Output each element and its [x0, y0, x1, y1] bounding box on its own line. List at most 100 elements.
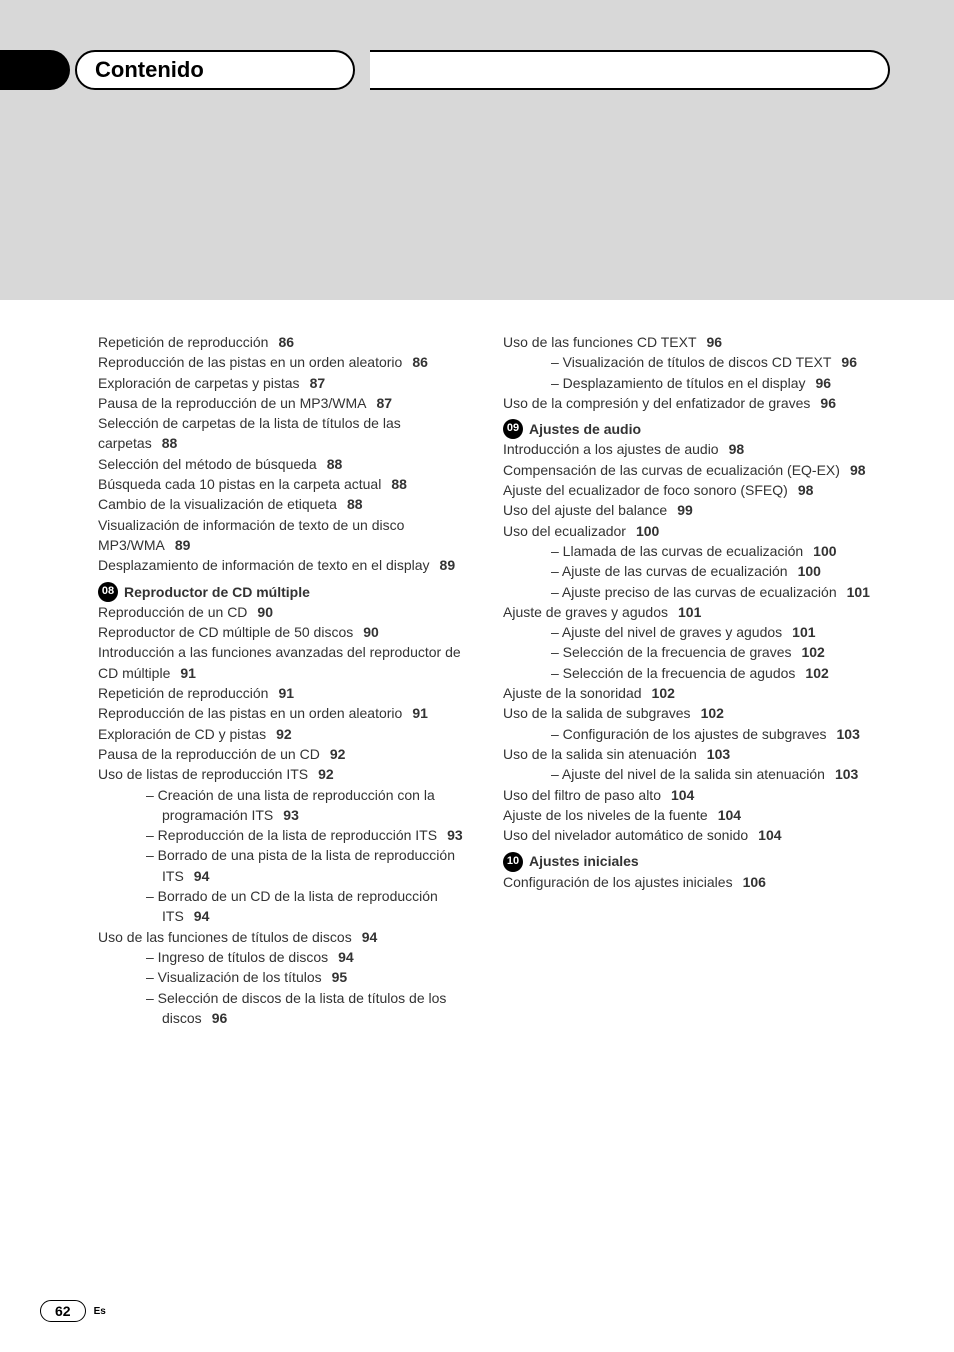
section-badge: 08	[98, 582, 118, 602]
toc-entry: Introducción a las funciones avanzadas d…	[98, 642, 473, 683]
toc-page-ref: 86	[412, 354, 428, 370]
toc-entry: Cambio de la visualización de etiqueta88	[98, 494, 473, 514]
toc-page-ref: 98	[798, 482, 814, 498]
toc-entry: Pausa de la reproducción de un CD92	[98, 744, 473, 764]
toc-page-ref: 104	[718, 807, 741, 823]
toc-column-right: Uso de las funciones CD TEXT96– Visualiz…	[503, 332, 878, 1028]
toc-page-ref: 102	[805, 665, 828, 681]
toc-entry: Exploración de CD y pistas92	[98, 724, 473, 744]
toc-page-ref: 98	[729, 441, 745, 457]
toc-entry: Repetición de reproducción91	[98, 683, 473, 703]
toc-page-ref: 88	[347, 496, 363, 512]
toc-entry: Uso de las funciones CD TEXT96	[503, 332, 878, 352]
toc-page-ref: 89	[175, 537, 191, 553]
toc-entry: Desplazamiento de información de texto e…	[98, 555, 473, 575]
toc-page-ref: 102	[652, 685, 675, 701]
toc-entry: – Visualización de los títulos95	[114, 967, 473, 987]
toc-entry: Uso del ajuste del balance99	[503, 500, 878, 520]
toc-section-head: 08 Reproductor de CD múltiple	[98, 582, 473, 602]
page-number: 62	[40, 1300, 86, 1322]
toc-entry: – Ingreso de títulos de discos94	[114, 947, 473, 967]
toc-page-ref: 88	[391, 476, 407, 492]
toc-entry: Ajuste del ecualizador de foco sonoro (S…	[503, 480, 878, 500]
toc-page-ref: 88	[327, 456, 343, 472]
toc-page-ref: 101	[792, 624, 815, 640]
toc-page-ref: 91	[412, 705, 428, 721]
toc-page-ref: 98	[850, 462, 866, 478]
toc-page-ref: 96	[212, 1010, 228, 1026]
toc-page-ref: 94	[338, 949, 354, 965]
toc-page-ref: 100	[636, 523, 659, 539]
toc-content: Repetición de reproducción86Reproducción…	[98, 332, 878, 1028]
toc-entry: – Ajuste del nivel de graves y agudos101	[519, 622, 878, 642]
toc-entry: – Ajuste del nivel de la salida sin aten…	[519, 764, 878, 784]
toc-page-ref: 88	[162, 435, 178, 451]
footer: 62 Es	[40, 1300, 106, 1322]
language-code: Es	[94, 1306, 106, 1317]
toc-page-ref: 103	[707, 746, 730, 762]
toc-entry: Uso de la compresión y del enfatizador d…	[503, 393, 878, 413]
toc-page-ref: 90	[363, 624, 379, 640]
toc-entry: Selección del método de búsqueda88	[98, 454, 473, 474]
toc-page-ref: 94	[362, 929, 378, 945]
section-title: Ajustes de audio	[529, 419, 641, 439]
toc-page-ref: 101	[847, 584, 870, 600]
section-title: Ajustes iniciales	[529, 851, 639, 871]
toc-entry: Uso de la salida sin atenuación103	[503, 744, 878, 764]
toc-entry: Configuración de los ajustes iniciales10…	[503, 872, 878, 892]
toc-entry: – Borrado de una pista de la lista de re…	[114, 845, 473, 886]
toc-entry: Pausa de la reproducción de un MP3/WMA87	[98, 393, 473, 413]
top-gray-band	[0, 0, 954, 300]
toc-page-ref: 91	[180, 665, 196, 681]
toc-page-ref: 104	[671, 787, 694, 803]
toc-page-ref: 96	[707, 334, 723, 350]
toc-entry: – Creación de una lista de reproducción …	[114, 785, 473, 826]
toc-entry: Uso de las funciones de títulos de disco…	[98, 927, 473, 947]
toc-page-ref: 92	[330, 746, 346, 762]
toc-entry: – Ajuste de las curvas de ecualización10…	[519, 561, 878, 581]
toc-page-ref: 102	[701, 705, 724, 721]
toc-page-ref: 87	[310, 375, 326, 391]
toc-page-ref: 92	[318, 766, 334, 782]
toc-entry: Ajuste de graves y agudos101	[503, 602, 878, 622]
toc-entry: – Selección de la frecuencia de agudos10…	[519, 663, 878, 683]
toc-entry: – Borrado de un CD de la lista de reprod…	[114, 886, 473, 927]
section-badge: 09	[503, 419, 523, 439]
toc-entry: Ajuste de la sonoridad102	[503, 683, 878, 703]
toc-entry: Reproductor de CD múltiple de 50 discos9…	[98, 622, 473, 642]
toc-page-ref: 103	[835, 766, 858, 782]
toc-entry: Reproducción de un CD90	[98, 602, 473, 622]
toc-entry: Ajuste de los niveles de la fuente104	[503, 805, 878, 825]
toc-entry: Uso del nivelador automático de sonido10…	[503, 825, 878, 845]
toc-page-ref: 91	[278, 685, 294, 701]
toc-entry: – Ajuste preciso de las curvas de ecuali…	[519, 582, 878, 602]
toc-entry: – Desplazamiento de títulos en el displa…	[519, 373, 878, 393]
toc-page-ref: 89	[440, 557, 456, 573]
toc-entry: – Selección de la frecuencia de graves10…	[519, 642, 878, 662]
toc-page-ref: 94	[194, 868, 210, 884]
toc-page-ref: 101	[678, 604, 701, 620]
toc-page-ref: 96	[820, 395, 836, 411]
toc-entry: Compensación de las curvas de ecualizaci…	[503, 460, 878, 480]
toc-section-head: 10 Ajustes iniciales	[503, 851, 878, 871]
header-bar: Contenido	[0, 50, 954, 90]
toc-entry: Uso de la salida de subgraves102	[503, 703, 878, 723]
toc-entry: – Visualización de títulos de discos CD …	[519, 352, 878, 372]
toc-entry: Repetición de reproducción86	[98, 332, 473, 352]
header-title-pill: Contenido	[75, 50, 355, 90]
toc-entry: – Reproducción de la lista de reproducci…	[114, 825, 473, 845]
header-title: Contenido	[95, 57, 204, 83]
section-badge: 10	[503, 852, 523, 872]
toc-page-ref: 90	[257, 604, 273, 620]
section-title: Reproductor de CD múltiple	[124, 582, 310, 602]
toc-entry: Uso del filtro de paso alto104	[503, 785, 878, 805]
toc-page-ref: 96	[841, 354, 857, 370]
toc-page-ref: 96	[815, 375, 831, 391]
toc-column-left: Repetición de reproducción86Reproducción…	[98, 332, 473, 1028]
toc-page-ref: 100	[813, 543, 836, 559]
toc-entry: Búsqueda cada 10 pistas en la carpeta ac…	[98, 474, 473, 494]
toc-entry: Introducción a los ajustes de audio98	[503, 439, 878, 459]
toc-entry: Visualización de información de texto de…	[98, 515, 473, 556]
toc-entry: Reproducción de las pistas en un orden a…	[98, 352, 473, 372]
toc-page-ref: 106	[743, 874, 766, 890]
